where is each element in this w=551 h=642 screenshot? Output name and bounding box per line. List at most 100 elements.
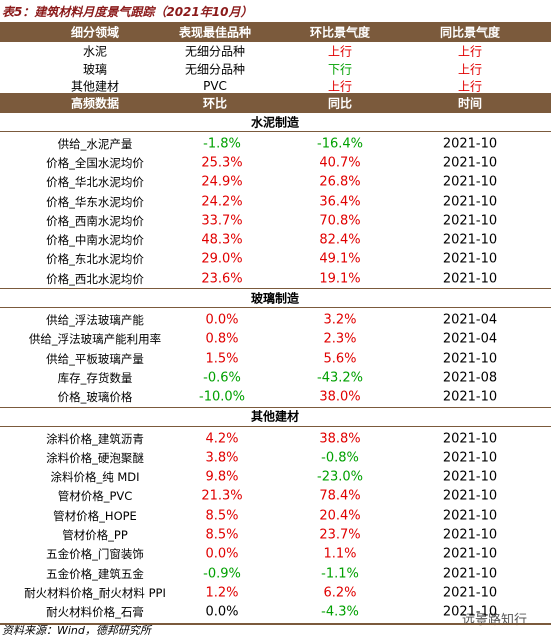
cell: 36.4%: [319, 194, 361, 210]
cell: 供给_浮法玻璃产能: [46, 313, 144, 328]
cell: 供给_平板玻璃产量: [46, 351, 144, 366]
cell: 上行: [327, 44, 353, 59]
cell: 19.1%: [319, 271, 361, 287]
cell: 2021-10: [442, 604, 498, 620]
header-bar: [0, 93, 551, 112]
cell: 2021-10: [442, 566, 498, 582]
cell: 管材价格_PP: [62, 528, 128, 543]
cell: 6.2%: [323, 585, 357, 601]
cell: 五金价格_门窗装饰: [46, 547, 144, 562]
cell: 上行: [327, 79, 353, 94]
cell: -43.2%: [317, 370, 363, 386]
cell: 2.3%: [323, 331, 357, 347]
cell: -0.9%: [203, 566, 241, 582]
cell: 2021-10: [442, 155, 498, 171]
cell: 耐火材料价格_石膏: [46, 605, 144, 620]
cell: 价格_华东水泥均价: [46, 194, 144, 209]
cell: 2021-10: [442, 136, 498, 152]
cell: 价格_东北水泥均价: [46, 252, 144, 267]
cell: -0.8%: [321, 450, 359, 466]
section-title: 其他建材: [250, 409, 300, 424]
cell: 2021-10: [442, 450, 498, 466]
cell: 水泥: [82, 44, 108, 59]
cell: 2021-10: [442, 351, 498, 367]
cell: 78.4%: [319, 488, 361, 504]
cell: -16.4%: [317, 136, 363, 152]
cell: 2021-10: [442, 194, 498, 210]
separator: [0, 288, 551, 290]
cell: 3.2%: [323, 312, 357, 328]
header-cell: 高频数据: [70, 96, 120, 110]
cell: 29.0%: [201, 251, 243, 267]
cell: 26.8%: [319, 174, 361, 190]
cell: 0.0%: [205, 604, 239, 620]
cell: 涂料价格_建筑沥青: [46, 431, 144, 446]
cell: 上行: [457, 62, 483, 77]
cell: 无细分品种: [184, 44, 246, 59]
cell: 33.7%: [201, 213, 243, 229]
cell: -1.8%: [203, 136, 241, 152]
cell: 价格_西北水泥均价: [46, 271, 144, 286]
cell: 下行: [327, 62, 353, 77]
section-title: 水泥制造: [250, 115, 300, 129]
cell: -10.0%: [199, 389, 245, 405]
cell: 2021-08: [442, 370, 498, 386]
cell: -23.0%: [317, 469, 363, 485]
cell: 五金价格_建筑五金: [46, 566, 144, 581]
cell: 管材价格_HOPE: [53, 508, 137, 523]
cell: -4.3%: [321, 604, 359, 620]
cell: 2021-10: [442, 271, 498, 287]
cell: 1.2%: [205, 585, 239, 601]
cell: 上行: [457, 79, 483, 94]
cell: 38.8%: [319, 431, 361, 447]
cell: 库存_存货数量: [57, 370, 133, 385]
cell: 0.0%: [205, 546, 239, 562]
cell: 0.8%: [205, 331, 239, 347]
separator: [0, 131, 551, 132]
header-cell: 环比景气度: [309, 25, 371, 40]
cell: 0.0%: [205, 312, 239, 328]
cell: 2021-10: [442, 431, 498, 447]
cell: 无细分品种: [184, 62, 246, 77]
header-cell: 环比: [202, 96, 228, 110]
cell: 涂料价格_纯 MDI: [50, 470, 140, 485]
header-bar: [0, 22, 551, 42]
cell: 上行: [457, 44, 483, 59]
cell: 49.1%: [319, 251, 361, 267]
header-cell: 表现最佳品种: [178, 25, 252, 40]
cell: 9.8%: [205, 469, 239, 485]
cell: 2021-10: [442, 488, 498, 504]
cell: 涂料价格_硬泡聚醚: [46, 450, 144, 465]
cell: 2021-04: [442, 331, 498, 347]
cell: 2021-04: [442, 312, 498, 328]
cell: 20.4%: [319, 508, 361, 524]
separator: [0, 425, 551, 427]
cell: 48.3%: [201, 232, 243, 248]
cell: 2021-10: [442, 213, 498, 229]
cell: 3.8%: [205, 450, 239, 466]
cell: 2021-10: [442, 546, 498, 562]
cell: 1.5%: [205, 351, 239, 367]
cell: 价格_全国水泥均价: [46, 155, 144, 170]
source: 资料来源：Wind，德邦研究所: [2, 624, 151, 637]
title: 表5：建筑材料月度景气跟踪（2021年10月）: [2, 5, 253, 19]
cell: 2021-10: [442, 232, 498, 248]
cell: 2021-10: [442, 527, 498, 543]
cell: 4.2%: [205, 431, 239, 447]
cell: 2021-10: [442, 469, 498, 485]
cell: PVC: [203, 79, 227, 93]
cell: 供给_浮法玻璃产能利用率: [28, 332, 162, 347]
cell: 25.3%: [201, 155, 243, 171]
cell: 5.6%: [323, 351, 357, 367]
cell: 1.1%: [323, 546, 357, 562]
cell: 2021-10: [442, 585, 498, 601]
cell: 价格_中南水泥均价: [46, 233, 144, 248]
cell: 8.5%: [205, 508, 239, 524]
cell: 价格_西南水泥均价: [46, 213, 144, 228]
separator: [0, 112, 551, 113]
cell: 2021-10: [442, 251, 498, 267]
cell: 24.9%: [201, 174, 243, 190]
cell: 24.2%: [201, 194, 243, 210]
bottom-rule: [0, 622, 551, 625]
